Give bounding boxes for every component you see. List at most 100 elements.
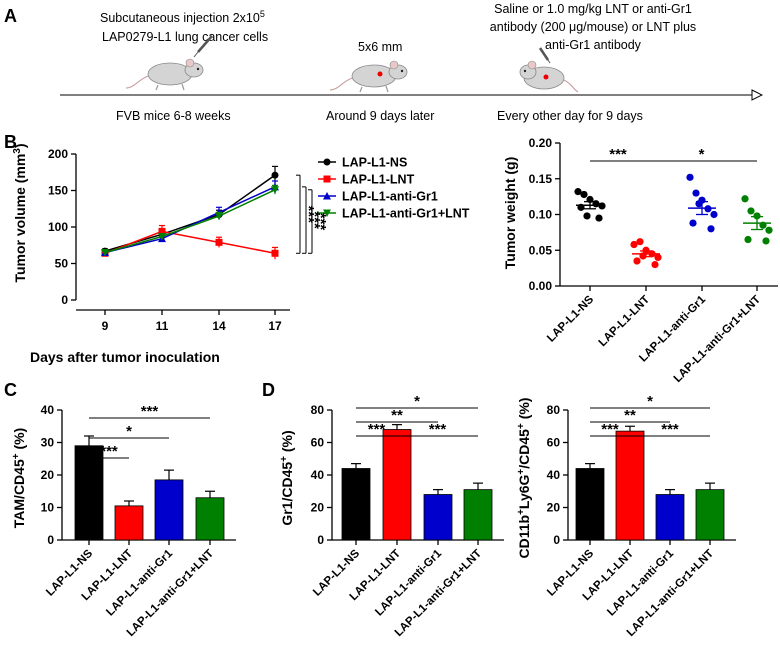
- tumor-weight-point: [695, 200, 703, 208]
- tumor-volume-point: [158, 232, 166, 241]
- legend-label: LAP-L1-LNT: [342, 173, 415, 187]
- legend-marker: [323, 209, 331, 217]
- tumor-weight-point: [648, 250, 656, 258]
- gr1-cd45-bar: [341, 468, 371, 541]
- tumor-weight-point: [654, 253, 662, 261]
- tumor-weight-point: [741, 195, 749, 203]
- tumor-weight-point: [574, 188, 582, 196]
- tumor-weight-point: [765, 226, 773, 234]
- tam-cd45-comparison-stars: ***: [100, 443, 118, 460]
- tumor-weight-point: [577, 203, 585, 211]
- tumor-volume-x-tick-label: 9: [102, 319, 109, 333]
- timeline-step1-line1: Subcutaneous injection 2x105: [100, 9, 265, 25]
- tumor-volume-series-line: [104, 189, 276, 254]
- cd11b-cd45-comparison-stars: **: [624, 407, 636, 424]
- tumor-weight-point: [759, 221, 767, 229]
- legend-label: LAP-L1-NS: [342, 156, 407, 170]
- tumor-volume-series-line: [104, 174, 276, 252]
- tam-cd45-chart: TAM/CD45+ (%) 010203040LAP-L1-NSLAP-L1-L…: [11, 403, 236, 639]
- significance-stars: ***: [306, 211, 323, 229]
- timeline-below-3: Every other day for 9 days: [497, 109, 643, 123]
- tumor-weight-point: [636, 238, 644, 246]
- tumor-weight-point: [753, 212, 761, 220]
- cd11b-cd45-category-label: LAP-L1-anti-Gr1: [605, 547, 676, 618]
- tumor-weight-point: [595, 214, 603, 222]
- tam-cd45-y-tick-label: 40: [41, 403, 55, 417]
- tumor-weight-point: [747, 207, 755, 215]
- cd11b-cd45-y-tick-label: 20: [547, 501, 561, 515]
- timeline-step3-line1: Saline or 1.0 mg/kg LNT or anti-Gr1: [494, 2, 692, 16]
- gr1-cd45-ylabel: Gr1/CD45+ (%): [279, 430, 295, 525]
- legend-marker: [323, 158, 331, 166]
- tumor-weight-point: [686, 173, 694, 181]
- panel-label-c: C: [4, 380, 17, 400]
- tam-cd45-y-tick-label: 20: [41, 468, 55, 482]
- tumor-volume-x-tick-label: 14: [212, 319, 226, 333]
- tumor-weight-point: [744, 235, 752, 244]
- tumor-volume-x-tick-label: 17: [268, 319, 282, 333]
- cd11b-cd45-y-tick-label: 0: [553, 533, 560, 547]
- gr1-cd45-y-tick-label: 60: [311, 436, 325, 450]
- tumor-weight-point: [639, 252, 647, 260]
- tumor-volume-chart: Tumor volume (mm3) Days after tumor inoc…: [12, 143, 470, 365]
- tumor-weight-point: [633, 257, 641, 265]
- tumor-weight-point: [704, 205, 712, 213]
- tumor-volume-y-tick-label: 50: [55, 257, 69, 271]
- tumor-weight-category-label: LAP-L1-NS: [545, 293, 596, 344]
- legend-label: LAP-L1-anti-Gr1+LNT: [342, 207, 470, 221]
- tam-cd45-bar: [195, 497, 225, 541]
- cd11b-cd45-ylabel: CD11b+Ly6G+/CD45+ (%): [516, 398, 532, 559]
- timeline-panel: Subcutaneous injection 2x105 LAP0279-L1 …: [60, 2, 764, 123]
- gr1-cd45-comparison-stars: ***: [368, 421, 386, 438]
- tumor-weight-ylabel: Tumor weight (g): [502, 157, 518, 270]
- gr1-cd45-y-tick-label: 80: [311, 403, 325, 417]
- cd11b-cd45-bar: [695, 489, 725, 541]
- cd11b-cd45-y-tick-label: 60: [547, 436, 561, 450]
- tumor-volume-y-tick-label: 150: [48, 184, 68, 198]
- tumor-volume-point: [215, 238, 223, 246]
- tumor-volume-point: [271, 186, 279, 194]
- gr1-cd45-chart: Gr1/CD45+ (%) 020406080LAP-L1-NSLAP-L1-L…: [279, 393, 504, 639]
- tam-cd45-y-tick-label: 30: [41, 436, 55, 450]
- tam-cd45-comparison-stars: ***: [141, 403, 159, 420]
- tumor-volume-point: [158, 227, 166, 235]
- tumor-volume-y-tick-label: 0: [61, 293, 68, 307]
- mouse-treatment-icon: [519, 47, 579, 93]
- gr1-cd45-y-tick-label: 20: [311, 501, 325, 515]
- cd11b-cd45-bar: [575, 468, 605, 541]
- tumor-volume-series-line: [104, 230, 276, 255]
- tumor-weight-point: [630, 240, 638, 249]
- tumor-weight-point: [586, 195, 594, 204]
- cd11b-cd45-bar: [615, 430, 645, 541]
- tam-cd45-category-label: LAP-L1-anti-Gr1+LNT: [125, 548, 216, 639]
- tumor-weight-point: [689, 219, 697, 227]
- timeline-below-1: FVB mice 6-8 weeks: [116, 109, 231, 123]
- tumor-volume-x-tick-label: 11: [156, 319, 169, 333]
- tumor-weight-point: [580, 190, 588, 199]
- timeline-step2-label: 5x6 mm: [358, 40, 402, 54]
- tumor-volume-xlabel: Days after tumor inoculation: [30, 349, 220, 365]
- gr1-cd45-comparison-stars: ***: [429, 421, 447, 438]
- tumor-weight-y-tick-label: 0.10: [529, 208, 553, 222]
- tumor-weight-y-tick-label: 0.00: [529, 279, 553, 293]
- tam-cd45-category-label: LAP-L1-anti-Gr1: [104, 547, 175, 618]
- significance-stars: ***: [300, 205, 317, 223]
- mouse-syringe-icon: [125, 35, 213, 91]
- significance-stars: ***: [312, 213, 329, 231]
- cd11b-cd45-bar: [655, 494, 685, 541]
- cd11b-cd45-comparison-stars: *: [647, 393, 653, 410]
- tumor-volume-y-tick-label: 100: [48, 220, 68, 234]
- tumor-volume-point: [271, 171, 279, 179]
- tam-cd45-bar: [154, 479, 184, 541]
- cd11b-cd45-comparison-stars: ***: [661, 421, 679, 438]
- gr1-cd45-y-tick-label: 40: [311, 468, 325, 482]
- cd11b-cd45-y-tick-label: 40: [547, 468, 561, 482]
- cd11b-cd45-chart: CD11b+Ly6G+/CD45+ (%) 020406080LAP-L1-NS…: [516, 393, 736, 639]
- tumor-weight-comparison-stars: ***: [609, 146, 627, 163]
- mouse-tumor-icon: [329, 60, 408, 93]
- tumor-volume-ylabel: Tumor volume (mm3): [12, 143, 28, 282]
- tumor-weight-point: [642, 246, 650, 254]
- tumor-volume-legend: LAP-L1-NS LAP-L1-LNT LAP-L1-anti-Gr1 LAP-L1…: [318, 156, 470, 221]
- tumor-weight-point: [692, 189, 700, 197]
